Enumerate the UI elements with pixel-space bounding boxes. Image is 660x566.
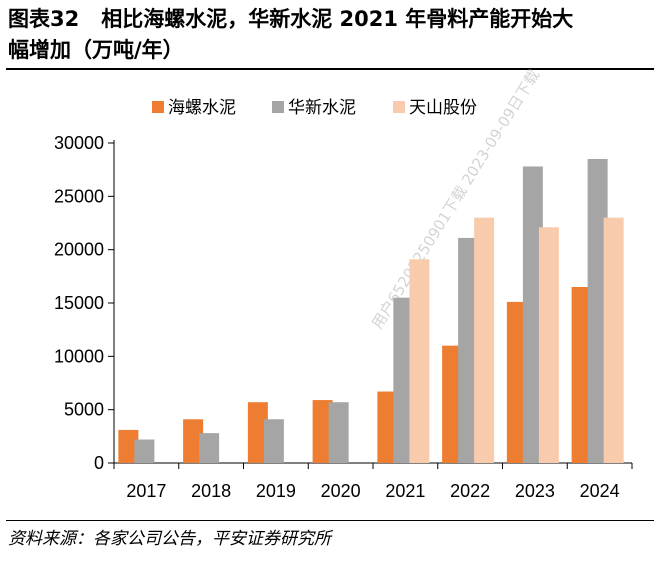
bar-series3-2024 [603,217,624,463]
legend-label-1: 海螺水泥 [168,98,236,118]
figure-title-line-2: 幅增加（万吨/年） [8,38,184,62]
bar-series2-2018 [199,433,220,463]
figure-title-text-1: 相比海螺水泥，华新水泥 2021 年骨料产能开始大 [101,7,574,31]
bar-series2-2020 [328,402,349,463]
bar-series2-2023 [522,166,543,463]
bar-series2-2017 [134,439,155,463]
legend-swatch-3 [393,101,405,113]
bar-series1-2022 [442,345,463,463]
y-tick-label-2: 5000 [64,400,104,420]
y-tick-label-6: 25000 [54,186,104,206]
bar-series3-2023 [538,227,559,463]
title-divider [6,68,654,70]
source-divider [6,520,654,521]
x-tick-label-2022: 2022 [450,481,490,501]
bar-series1-2023 [506,301,527,463]
figure-title-line-1: 图表32 相比海螺水泥，华新水泥 2021 年骨料产能开始大 [8,4,652,35]
x-tick-label-2021: 2021 [385,481,425,501]
x-tick-label-2017: 2017 [126,481,166,501]
legend-swatch-1 [152,101,164,113]
bar-series2-2022 [458,237,479,463]
chart-bars [118,159,624,463]
bar-series2-2021 [393,297,414,463]
x-tick-label-2019: 2019 [256,481,296,501]
bar-series1-2020 [312,400,333,463]
x-tick-label-2023: 2023 [515,481,555,501]
y-tick-label-7: 30000 [54,133,104,153]
y-tick-label-3: 10000 [54,346,104,366]
y-tick-label-4: 15000 [54,293,104,313]
source-note: 资料来源：各家公司公告，平安证券研究所 [8,529,331,549]
figure-number: 图表32 [8,7,80,31]
y-tick-label-5: 20000 [54,240,104,260]
x-tick-label-2020: 2020 [321,481,361,501]
bar-series3-2022 [474,217,495,463]
bar-series1-2017 [118,429,139,463]
y-tick-label-1: 0 [94,453,104,473]
bar-series1-2018 [183,419,204,463]
bar-series2-2024 [587,159,608,463]
x-tick-label-2024: 2024 [580,481,620,501]
bar-series1-2019 [247,402,268,463]
chart-legend: 海螺水泥 华新水泥 天山股份 [152,98,477,118]
bar-series1-2021 [377,391,398,463]
figure-title: 图表32 相比海螺水泥，华新水泥 2021 年骨料产能开始大 幅增加（万吨/年） [8,4,652,66]
bar-series1-2024 [571,287,592,463]
bar-series2-2019 [263,419,284,463]
legend-swatch-2 [272,101,284,113]
legend-label-2: 华新水泥 [288,98,356,118]
legend-label-3: 天山股份 [409,98,477,118]
x-tick-label-2018: 2018 [191,481,231,501]
bar-series3-2021 [409,259,430,463]
